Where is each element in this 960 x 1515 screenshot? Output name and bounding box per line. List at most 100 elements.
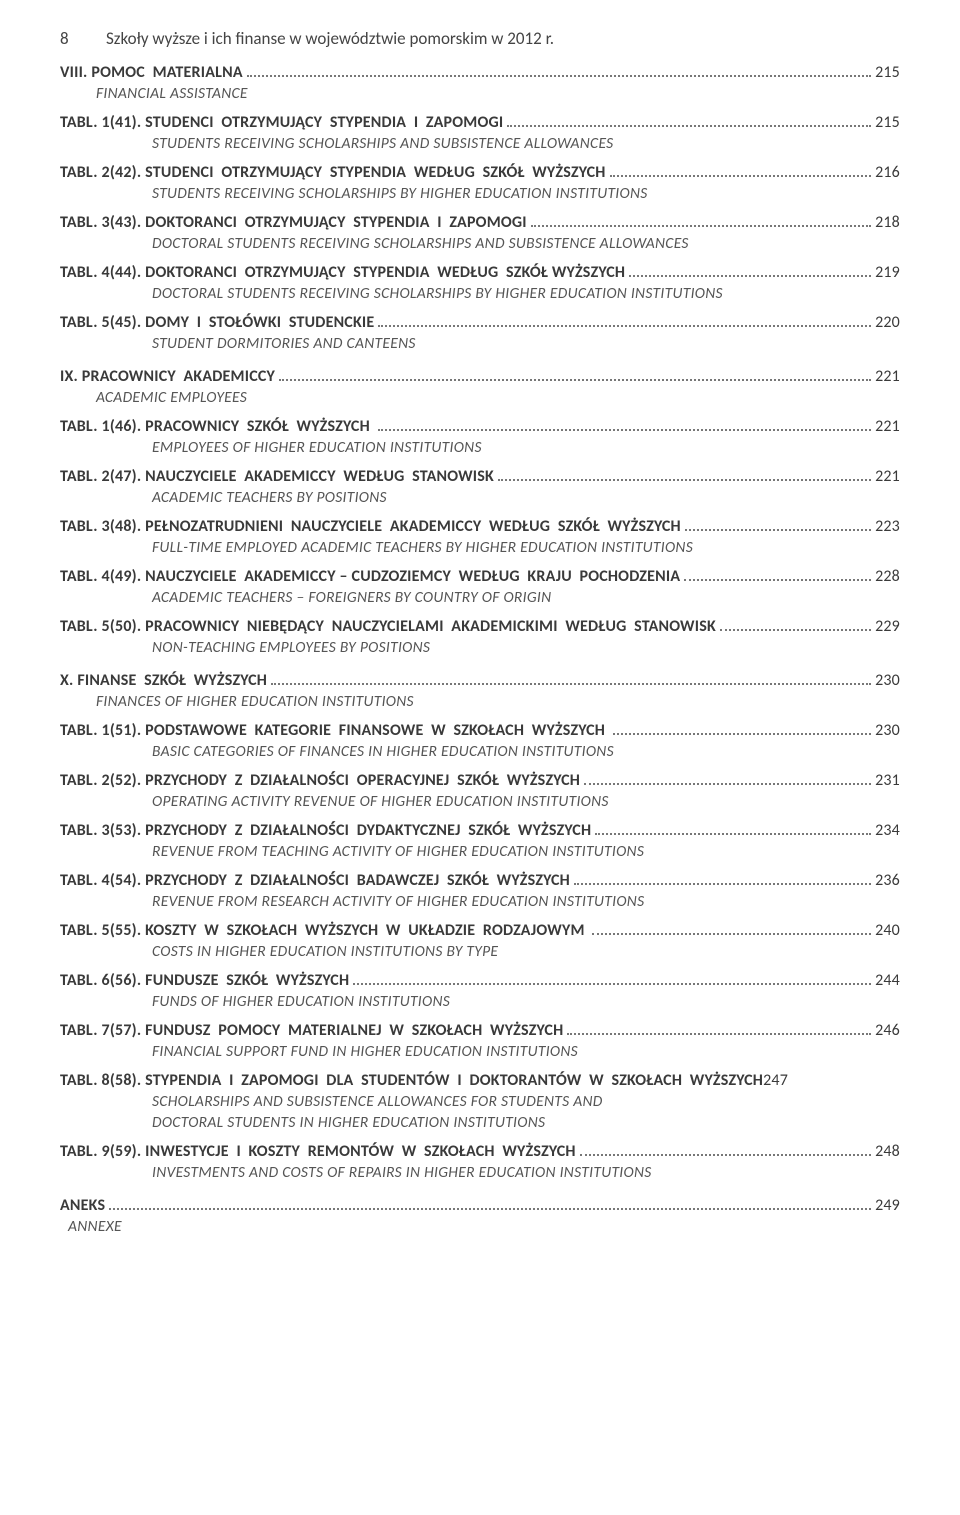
- leader-dots: [584, 777, 871, 785]
- leader-dots: [353, 977, 871, 985]
- leader-dots: [378, 423, 871, 431]
- toc-page: 247: [763, 1071, 788, 1090]
- toc-subtitle-en: ACADEMIC TEACHERS BY POSITIONS: [152, 488, 900, 507]
- toc-subtitle-en: ACADEMIC TEACHERS – FOREIGNERS BY COUNTR…: [152, 588, 900, 607]
- toc-label: TABL. 4(49).: [60, 567, 145, 586]
- toc-subtitle-en: INVESTMENTS AND COSTS OF REPAIRS IN HIGH…: [152, 1163, 900, 1182]
- toc-entry-row: TABL. 4(54). PRZYCHODY Z DZIAŁALNOŚCI BA…: [60, 871, 900, 890]
- toc-subtitle-en: FUNDS OF HIGHER EDUCATION INSTITUTIONS: [152, 992, 900, 1011]
- toc-label: IX.: [60, 367, 82, 386]
- toc-title: DOMY I STOŁÓWKI STUDENCKIE: [145, 313, 374, 332]
- toc-subtitle-en: FINANCIAL ASSISTANCE: [96, 84, 900, 103]
- toc-entry-row: TABL. 2(47). NAUCZYCIELE AKADEMICCY WEDŁ…: [60, 467, 900, 486]
- toc-page: 230: [875, 721, 900, 740]
- toc-page: 240: [875, 921, 900, 940]
- toc-title: PRACOWNICY NIEBĘDĄCY NAUCZYCIELAMI AKADE…: [145, 617, 716, 636]
- running-title: Szkoły wyższe i ich finanse w województw…: [106, 28, 900, 49]
- toc-title: STUDENCI OTRZYMUJĄCY STYPENDIA WEDŁUG SZ…: [145, 163, 605, 182]
- toc-label: TABL. 2(42).: [60, 163, 145, 182]
- toc-label: TABL. 4(54).: [60, 871, 145, 890]
- page-number: 8: [60, 28, 106, 49]
- toc-entry-row: TABL. 3(43). DOKTORANCI OTRZYMUJĄCY STYP…: [60, 213, 900, 232]
- toc-title: DOKTORANCI OTRZYMUJĄCY STYPENDIA WEDŁUG …: [145, 263, 625, 282]
- leader-dots: [567, 1027, 871, 1035]
- toc-page: 249: [875, 1196, 900, 1215]
- toc-label: TABL. 9(59).: [60, 1142, 145, 1161]
- toc-title: INWESTYCJE I KOSZTY REMONTÓW W SZKOŁACH …: [145, 1142, 576, 1161]
- toc-page: 223: [875, 517, 900, 536]
- toc-subtitle-en: STUDENTS RECEIVING SCHOLARSHIPS BY HIGHE…: [152, 184, 900, 203]
- toc-entry-row: TABL. 1(41). STUDENCI OTRZYMUJĄCY STYPEN…: [60, 113, 900, 132]
- leader-dots: [592, 927, 871, 935]
- leader-dots: [610, 169, 871, 177]
- toc-page: 219: [875, 263, 900, 282]
- toc-page: 221: [875, 417, 900, 436]
- toc-title: PRZYCHODY Z DZIAŁALNOŚCI DYDAKTYCZNEJ SZ…: [145, 821, 591, 840]
- toc-entry-row: TABL. 4(44). DOKTORANCI OTRZYMUJĄCY STYP…: [60, 263, 900, 282]
- leader-dots: [574, 877, 871, 885]
- toc-section-row: VIII. POMOC MATERIALNA 215: [60, 63, 900, 82]
- toc-entry-row: TABL. 7(57). FUNDUSZ POMOCY MATERIALNEJ …: [60, 1021, 900, 1040]
- toc-title: PRZYCHODY Z DZIAŁALNOŚCI OPERACYJNEJ SZK…: [145, 771, 580, 790]
- leader-dots: [613, 727, 871, 735]
- toc-title: DOKTORANCI OTRZYMUJĄCY STYPENDIA I ZAPOM…: [145, 213, 527, 232]
- leader-dots: [109, 1202, 871, 1210]
- toc-page: 215: [875, 63, 900, 82]
- toc-entry-row: TABL. 3(48). PEŁNOZATRUDNIENI NAUCZYCIEL…: [60, 517, 900, 536]
- toc-label: TABL. 4(44).: [60, 263, 145, 282]
- toc-entry-row: TABL. 1(46). PRACOWNICY SZKÓŁ WYŻSZYCH 2…: [60, 417, 900, 436]
- toc-label: VIII.: [60, 63, 91, 82]
- toc-entry-row: TABL. 5(45). DOMY I STOŁÓWKI STUDENCKIE …: [60, 313, 900, 332]
- leader-dots: [279, 373, 871, 381]
- toc-title: FUNDUSZ POMOCY MATERIALNEJ W SZKOŁACH WY…: [145, 1021, 563, 1040]
- toc-subtitle-en: COSTS IN HIGHER EDUCATION INSTITUTIONS B…: [152, 942, 900, 961]
- running-header: 8 Szkoły wyższe i ich finanse w wojewódz…: [60, 28, 900, 49]
- leader-dots: [531, 219, 871, 227]
- toc-page: 215: [875, 113, 900, 132]
- leader-dots: [720, 623, 871, 631]
- leader-dots: [378, 319, 871, 327]
- toc-page: 246: [875, 1021, 900, 1040]
- toc-section-row: IX. PRACOWNICY AKADEMICCY 221: [60, 367, 900, 386]
- leader-dots: [507, 119, 871, 127]
- leader-dots: [595, 827, 871, 835]
- toc-label: TABL. 1(41).: [60, 113, 145, 132]
- toc-page: 228: [875, 567, 900, 586]
- toc-title: PEŁNOZATRUDNIENI NAUCZYCIELE AKADEMICCY …: [145, 517, 681, 536]
- toc-subtitle-en: ACADEMIC EMPLOYEES: [96, 388, 900, 407]
- toc-title: FINANSE SZKÓŁ WYŻSZYCH: [77, 671, 267, 690]
- toc-page: 231: [875, 771, 900, 790]
- toc-subtitle-en: FINANCES OF HIGHER EDUCATION INSTITUTION…: [96, 692, 900, 711]
- toc-label: TABL. 8(58).: [60, 1071, 145, 1090]
- toc-entry-row: TABL. 4(49). NAUCZYCIELE AKADEMICCY – CU…: [60, 567, 900, 586]
- toc-title: ANEKS: [60, 1196, 105, 1215]
- toc-subtitle-en: DOCTORAL STUDENTS IN HIGHER EDUCATION IN…: [152, 1113, 900, 1132]
- toc-title: FUNDUSZE SZKÓŁ WYŻSZYCH: [145, 971, 349, 990]
- toc-title: KOSZTY W SZKOŁACH WYŻSZYCH W UKŁADZIE RO…: [145, 921, 588, 940]
- toc-title: PRACOWNICY AKADEMICCY: [82, 367, 275, 386]
- toc-label: TABL. 5(55).: [60, 921, 145, 940]
- table-of-contents: VIII. POMOC MATERIALNA 215 FINANCIAL ASSI…: [60, 63, 900, 1236]
- toc-subtitle-en: BASIC CATEGORIES OF FINANCES IN HIGHER E…: [152, 742, 900, 761]
- leader-dots: [629, 269, 871, 277]
- toc-subtitle-en: DOCTORAL STUDENTS RECEIVING SCHOLARSHIPS…: [152, 234, 900, 253]
- toc-label: TABL. 5(45).: [60, 313, 145, 332]
- toc-annex-row: ANEKS 249: [60, 1196, 900, 1215]
- leader-dots: [685, 523, 871, 531]
- toc-entry-row: TABL. 3(53). PRZYCHODY Z DZIAŁALNOŚCI DY…: [60, 821, 900, 840]
- leader-dots: [684, 573, 871, 581]
- toc-page: 216: [875, 163, 900, 182]
- toc-label: TABL. 1(46).: [60, 417, 145, 436]
- toc-entry-row: TABL. 5(55). KOSZTY W SZKOŁACH WYŻSZYCH …: [60, 921, 900, 940]
- toc-entry-row: TABL. 1(51). PODSTAWOWE KATEGORIE FINANS…: [60, 721, 900, 740]
- toc-page: 220: [875, 313, 900, 332]
- toc-subtitle-en: DOCTORAL STUDENTS RECEIVING SCHOLARSHIPS…: [152, 284, 900, 303]
- toc-title: STYPENDIA I ZAPOMOGI DLA STUDENTÓW I DOK…: [145, 1071, 763, 1090]
- toc-label: X.: [60, 671, 77, 690]
- toc-page: 234: [875, 821, 900, 840]
- toc-title: PODSTAWOWE KATEGORIE FINANSOWE W SZKOŁAC…: [145, 721, 609, 740]
- toc-subtitle-en: OPERATING ACTIVITY REVENUE OF HIGHER EDU…: [152, 792, 900, 811]
- toc-entry-row: TABL. 9(59). INWESTYCJE I KOSZTY REMONTÓ…: [60, 1142, 900, 1161]
- leader-dots: [580, 1148, 871, 1156]
- toc-label: TABL. 6(56).: [60, 971, 145, 990]
